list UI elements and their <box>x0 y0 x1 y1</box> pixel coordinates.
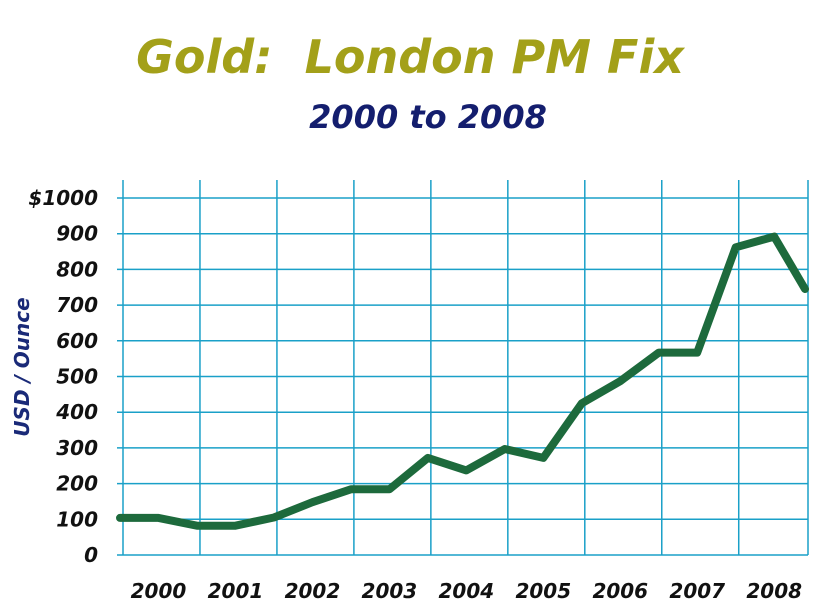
x-tick-label: 2000 <box>131 579 187 603</box>
y-tick-label: 900 <box>56 222 98 246</box>
y-tick-label: 100 <box>56 507 98 531</box>
gold-price-line <box>116 232 809 530</box>
y-tick-label: 700 <box>56 293 98 317</box>
y-tick-label: 400 <box>55 400 98 424</box>
y-tick-labels: 0 100 200 300 400 500 600 700 800 900 $1000 <box>28 186 98 567</box>
y-tick-label: $1000 <box>28 186 98 210</box>
x-tick-label: 2001 <box>208 579 264 603</box>
y-tick-label: 800 <box>56 257 98 281</box>
x-tick-label: 2006 <box>592 579 648 603</box>
chart-subtitle: 2000 to 2008 <box>309 98 547 136</box>
y-tick-label: 200 <box>56 472 98 496</box>
x-tick-label: 2003 <box>362 579 418 603</box>
y-tick-label: 0 <box>84 543 98 567</box>
chart-title: Gold: London PM Fix <box>136 30 684 84</box>
x-tick-label: 2007 <box>669 579 725 603</box>
y-tick-label: 600 <box>56 329 98 353</box>
x-tick-label: 2005 <box>515 579 571 603</box>
x-tick-labels: 2000 2001 2002 2003 2004 2005 2006 2007 2008 <box>131 579 802 603</box>
y-tick-label: 300 <box>56 436 98 460</box>
series-group <box>116 232 809 530</box>
x-tick-label: 2008 <box>746 579 802 603</box>
vertical-gridlines <box>122 180 809 555</box>
x-tick-label: 2002 <box>285 579 341 603</box>
horizontal-gridlines <box>117 197 808 556</box>
x-tick-label: 2004 <box>439 579 495 603</box>
y-tick-label: 500 <box>56 365 98 389</box>
